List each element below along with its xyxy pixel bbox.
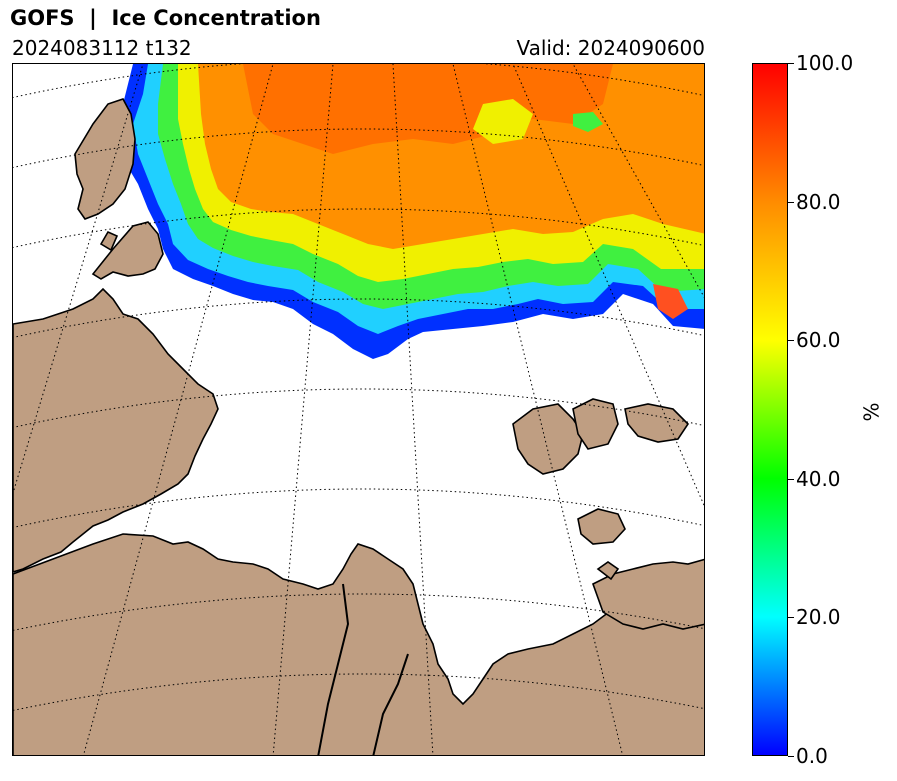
colorbar-tick — [788, 63, 794, 64]
colorbar-tick-label: 80.0 — [796, 190, 841, 214]
sea-ice-field — [108, 64, 704, 359]
novaya-zemlya-north — [74, 98, 136, 220]
rivers — [317, 583, 409, 755]
colorbar-unit-label: % — [859, 402, 884, 422]
colorbar-tick-label: 0.0 — [796, 744, 828, 768]
colorbar-tick-label: 100.0 — [796, 51, 854, 75]
map-title: GOFS | Ice Concentration — [10, 6, 321, 30]
ice-concentration-map — [12, 63, 705, 756]
land-masses — [13, 98, 704, 755]
colorbar-tick-label: 40.0 — [796, 467, 841, 491]
severnaya-zemlya — [512, 403, 584, 475]
valid-time-label: Valid: 2024090600 — [516, 36, 705, 60]
colorbar-tick-label: 20.0 — [796, 605, 841, 629]
yamal-peninsula — [13, 287, 219, 573]
graticule — [13, 64, 704, 755]
colorbar-tick — [788, 479, 794, 480]
novaya-zemlya-south — [91, 221, 164, 280]
colorbar-tick — [788, 617, 794, 618]
taymyr-peninsula — [592, 558, 704, 630]
colorbar-tick-label: 60.0 — [796, 328, 841, 352]
colorbar-tick — [788, 340, 794, 341]
colorbar-tick — [788, 202, 794, 203]
colorbar — [752, 63, 788, 756]
forecast-run-label: 2024083112 t132 — [12, 36, 192, 60]
colorbar-tick — [788, 756, 794, 757]
